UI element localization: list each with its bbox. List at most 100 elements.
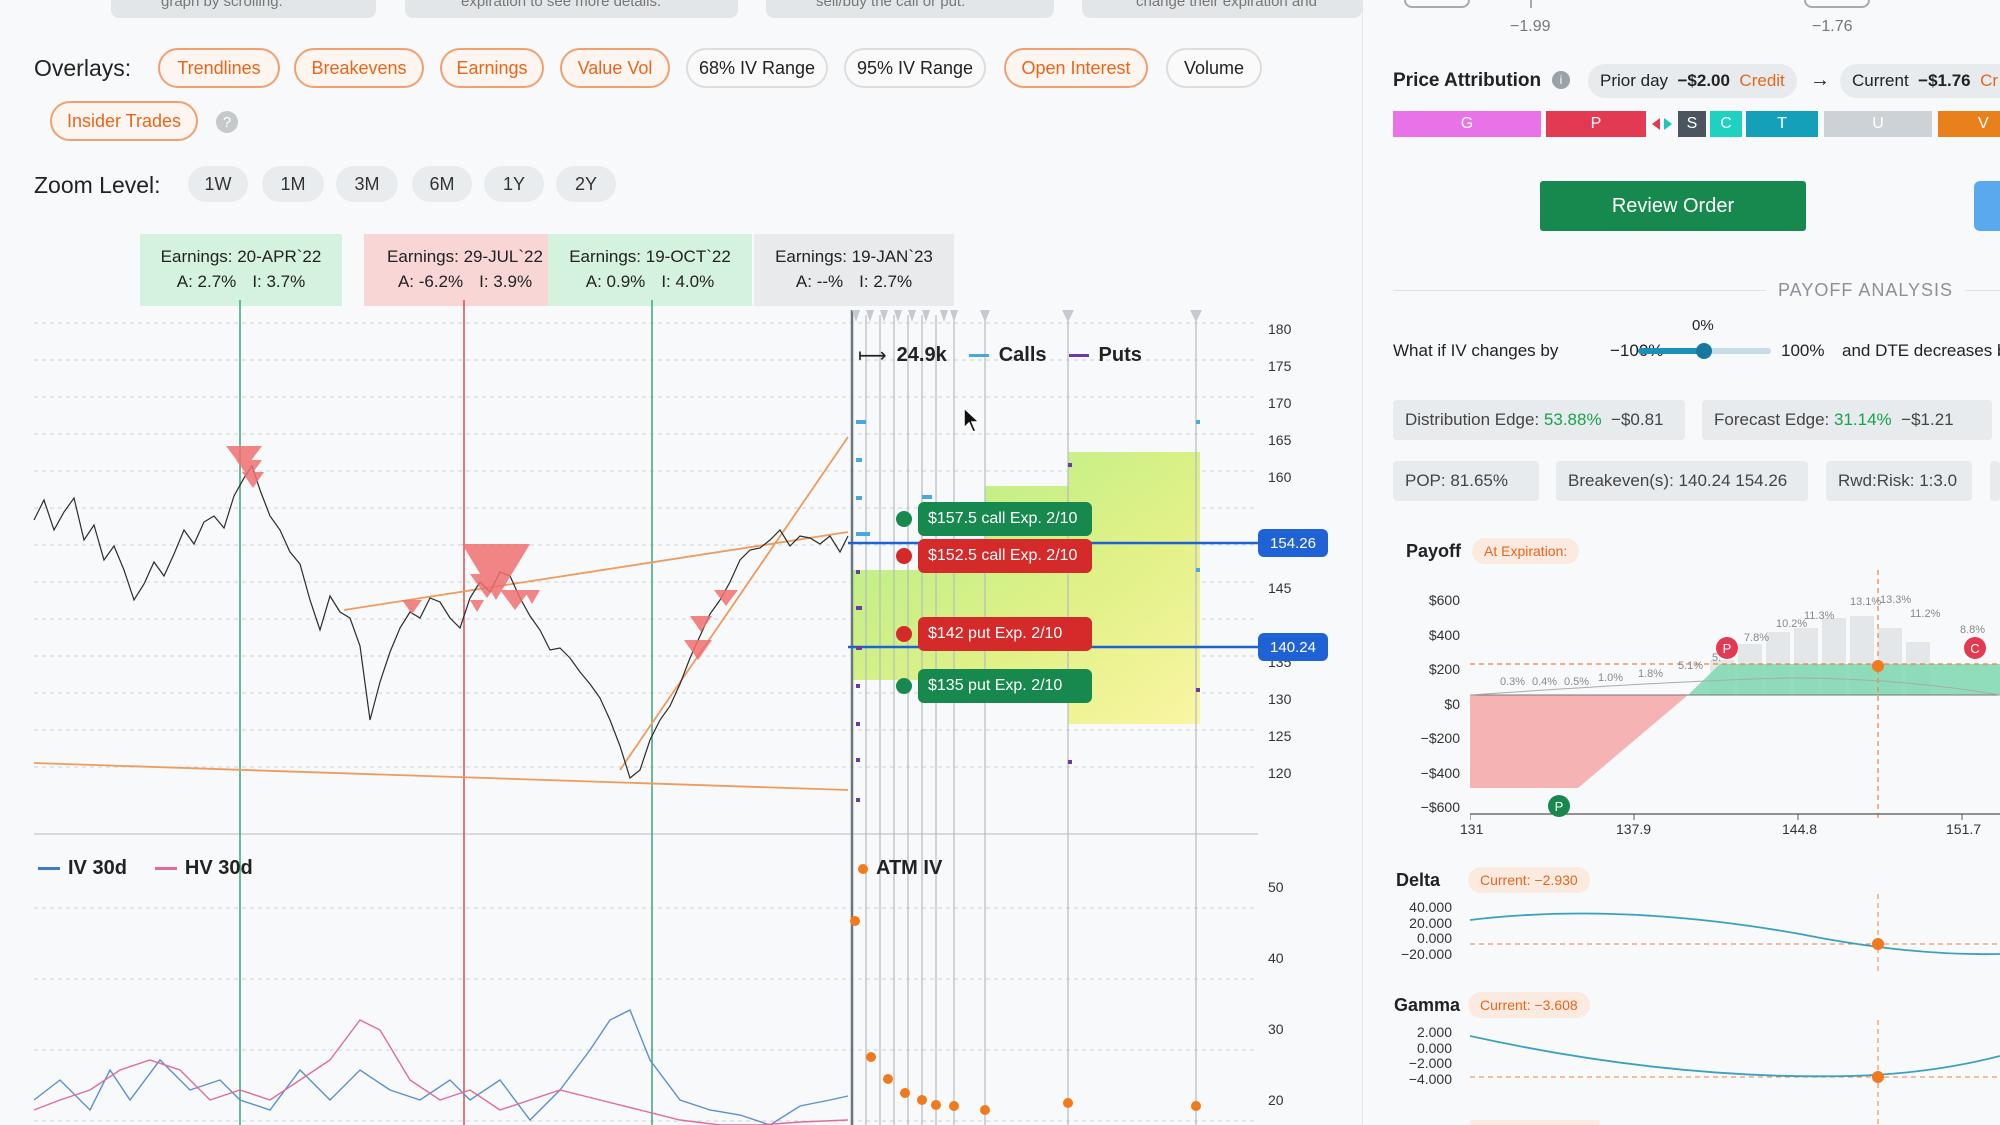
calls-swatch bbox=[968, 354, 989, 357]
iv-slider-thumb[interactable] bbox=[1696, 343, 1712, 359]
earnings-box-jan23[interactable]: Earnings: 19-JAN`23 A: --% I: 2.7% bbox=[754, 234, 954, 306]
iv-legend: IV 30d HV 30d bbox=[38, 857, 253, 880]
payoff-label: Payoff bbox=[1406, 541, 1462, 561]
segment-t[interactable]: T bbox=[1746, 111, 1818, 137]
segment-v[interactable]: V bbox=[1938, 111, 2000, 137]
zoom-2y[interactable]: 2Y bbox=[556, 166, 616, 202]
atm-iv-label: ATM IV bbox=[876, 857, 943, 879]
dist-val: −$0.81 bbox=[1611, 410, 1664, 429]
iv-swatch bbox=[38, 867, 60, 870]
arrow-right-icon: → bbox=[1810, 69, 1830, 91]
prob-label: 5.1% bbox=[1678, 660, 1704, 672]
top-toggle-a[interactable] bbox=[1404, 0, 1470, 8]
price-chart[interactable] bbox=[0, 300, 1360, 1125]
zoom-1m[interactable]: 1M bbox=[262, 166, 324, 202]
payoff-chart[interactable]: P P C bbox=[1470, 570, 2000, 820]
overlay-volume[interactable]: Volume bbox=[1166, 48, 1262, 88]
payoff-y-tick: $400 bbox=[1428, 626, 1460, 643]
current-pill: Current −$1.76 Cr bbox=[1840, 64, 2000, 98]
payoff-x-axis: 131 137.9 144.8 151.7 bbox=[1460, 821, 2000, 841]
prob-label: 10.2% bbox=[1776, 618, 1808, 630]
oi-legend: ⟼ 24.9k Calls Puts bbox=[858, 343, 1142, 368]
leg-135-put[interactable]: $135 put Exp. 2/10 bbox=[918, 669, 1092, 703]
earnings-actual: A: --% bbox=[795, 272, 844, 291]
prob-label: 13.3% bbox=[1880, 594, 1912, 606]
prob-label: 13.1% bbox=[1850, 596, 1882, 608]
zoom-1y[interactable]: 1Y bbox=[484, 166, 544, 202]
leg-157-5-call[interactable]: $157.5 call Exp. 2/10 bbox=[918, 502, 1092, 536]
earnings-box-jul22[interactable]: Earnings: 29-JUL`22 A: -6.2% I: 3.9% bbox=[364, 234, 566, 306]
iv-y-axis: 50 40 30 20 bbox=[1268, 879, 1308, 1125]
overlay-insider-trades[interactable]: Insider Trades bbox=[50, 101, 198, 141]
earnings-implied: I: 3.9% bbox=[479, 272, 533, 291]
iv-slider-value: 0% bbox=[1692, 317, 1714, 334]
gamma-current-badge: Current: −3.608 bbox=[1468, 992, 1590, 1018]
puts-oi-bars bbox=[856, 463, 1200, 802]
hint-scroll: graph by scrolling. bbox=[111, 0, 376, 18]
payoff-x-tick: 151.7 bbox=[1946, 821, 1982, 837]
payoff-y-axis: $600 $400 $200 $0 −$200 −$400 −$600 bbox=[1398, 583, 1460, 825]
zoom-1w[interactable]: 1W bbox=[188, 166, 248, 202]
delta-y-axis: 40.000 20.000 0.000 −20.000 bbox=[1390, 899, 1452, 962]
overlay-earnings[interactable]: Earnings bbox=[440, 48, 544, 88]
overlay-value-vol[interactable]: Value Vol bbox=[560, 48, 670, 88]
price-attribution-title: Price Attribution bbox=[1393, 70, 1542, 91]
earnings-title: Earnings: 19-OCT`22 bbox=[569, 247, 731, 266]
divider bbox=[1393, 290, 2000, 291]
dist-pct: 53.88% bbox=[1543, 410, 1602, 429]
iv-30d-line bbox=[33, 1009, 849, 1125]
y-tick: 120 bbox=[1268, 765, 1292, 781]
prob-label: 8.8% bbox=[1960, 624, 1986, 636]
delta-y-tick: 40.000 bbox=[1409, 899, 1452, 915]
svg-text:C: C bbox=[1970, 641, 1979, 656]
atm-iv-dots bbox=[850, 916, 1201, 1115]
gamma-y-tick: 0.000 bbox=[1416, 1039, 1452, 1056]
gamma-y-tick: −2.000 bbox=[1408, 1055, 1452, 1071]
overlay-95-iv-range[interactable]: 95% IV Range bbox=[844, 48, 986, 88]
calls-label: Calls bbox=[998, 344, 1047, 366]
segment-s[interactable]: S bbox=[1678, 111, 1706, 137]
gamma-label: Gamma bbox=[1394, 995, 1461, 1015]
current-label: Current bbox=[1852, 71, 1909, 90]
iv-min-label: −100% bbox=[1610, 341, 1664, 360]
overlay-breakevens[interactable]: Breakevens bbox=[294, 48, 424, 88]
prior-day-label: Prior day bbox=[1600, 71, 1669, 90]
overlay-68-iv-range[interactable]: 68% IV Range bbox=[686, 48, 828, 88]
top-value-1: −1.99 bbox=[1510, 18, 1551, 35]
mouse-cursor-icon bbox=[963, 406, 981, 433]
earnings-box-apr22[interactable]: Earnings: 20-APR`22 A: 2.7% I: 3.7% bbox=[140, 234, 342, 306]
prob-label: 1.0% bbox=[1598, 672, 1624, 684]
leg-152-5-call[interactable]: $152.5 call Exp. 2/10 bbox=[918, 539, 1092, 573]
profit-zone bbox=[852, 452, 1200, 724]
segment-g[interactable]: G bbox=[1393, 111, 1541, 137]
share-button[interactable] bbox=[1974, 181, 2000, 231]
y-tick: 160 bbox=[1268, 469, 1292, 485]
review-order-button[interactable]: Review Order bbox=[1540, 181, 1806, 231]
overlays-label: Overlays: bbox=[34, 55, 132, 81]
reward-risk-stat: Rwd:Risk: 1:3.0 bbox=[1826, 461, 1972, 501]
earnings-box-oct22[interactable]: Earnings: 19-OCT`22 A: 0.9% I: 4.0% bbox=[548, 234, 752, 306]
zoom-3m[interactable]: 3M bbox=[336, 166, 398, 202]
help-icon[interactable]: ? bbox=[216, 111, 238, 133]
hv-30d-line bbox=[33, 1019, 849, 1125]
segment-u[interactable]: U bbox=[1824, 111, 1932, 137]
payoff-y-tick: $0 bbox=[1444, 695, 1460, 712]
prob-label: 0.3% bbox=[1500, 676, 1526, 688]
segment-p[interactable]: P bbox=[1546, 111, 1646, 137]
atm-swatch bbox=[858, 863, 868, 874]
earnings-actual: A: -6.2% bbox=[397, 272, 464, 291]
leg-142-put[interactable]: $142 put Exp. 2/10 bbox=[918, 617, 1092, 651]
fore-val: −$1.21 bbox=[1901, 410, 1954, 429]
zoom-6m[interactable]: 6M bbox=[412, 166, 472, 202]
overlay-trendlines[interactable]: Trendlines bbox=[158, 48, 280, 88]
price-candles bbox=[33, 464, 849, 780]
iv-max-label: 100% bbox=[1781, 341, 1825, 360]
top-value-2: −1.76 bbox=[1812, 18, 1853, 35]
overlay-open-interest[interactable]: Open Interest bbox=[1004, 48, 1148, 88]
top-toggle-b[interactable] bbox=[1804, 0, 1870, 8]
segment-c[interactable]: C bbox=[1710, 111, 1742, 137]
info-icon[interactable]: i bbox=[1552, 71, 1570, 89]
earnings-title: Earnings: 29-JUL`22 bbox=[387, 247, 543, 266]
distribution-edge: Distribution Edge: 53.88% −$0.81 bbox=[1393, 400, 1685, 440]
